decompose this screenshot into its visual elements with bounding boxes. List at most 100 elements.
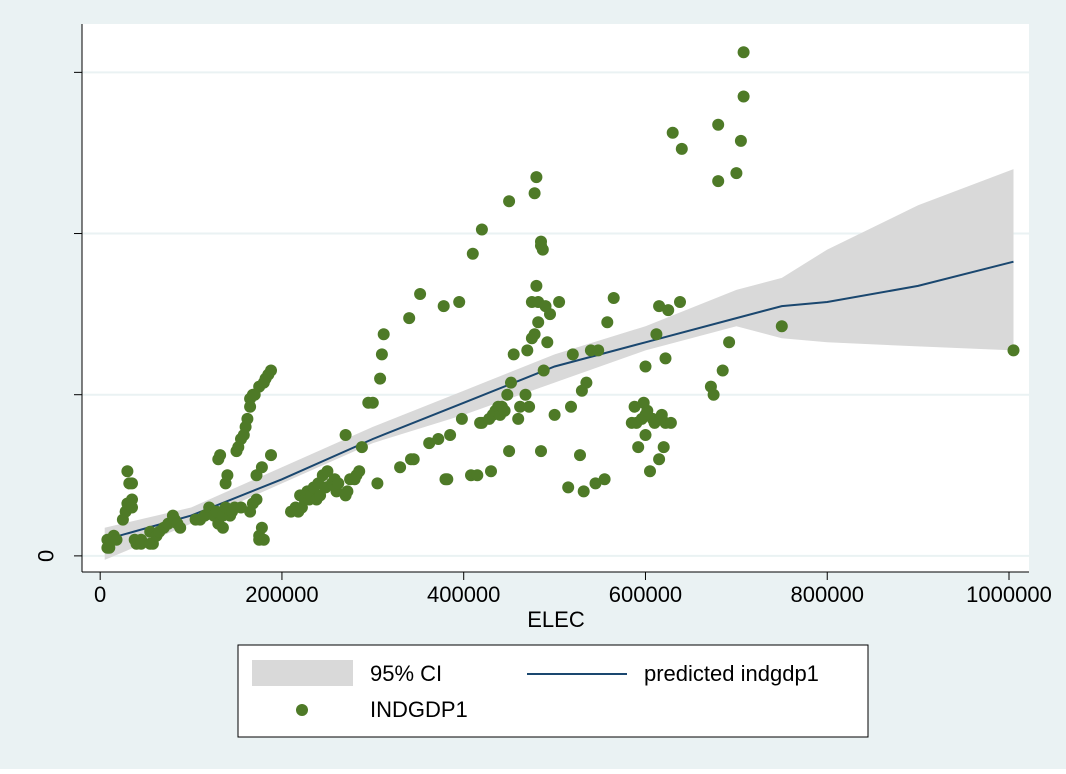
- scatter-point: [353, 465, 366, 478]
- scatter-point: [566, 348, 579, 361]
- axes: [81, 24, 1029, 573]
- scatter-point: [235, 501, 247, 514]
- scatter-point: [537, 364, 550, 377]
- scatter-point: [250, 493, 263, 506]
- scatter-point: [674, 296, 686, 308]
- scatter-point: [444, 429, 457, 441]
- scatter-point: [501, 388, 514, 401]
- y-axis-ticks: 0: [34, 71, 82, 562]
- scatter-point: [775, 320, 788, 333]
- scatter-point: [657, 441, 670, 454]
- scatter-point: [577, 485, 590, 498]
- scatter-point: [580, 376, 593, 389]
- scatter-point: [265, 364, 277, 377]
- scatter-point: [628, 400, 641, 413]
- scatter-point: [574, 449, 586, 462]
- scatter-point: [441, 473, 454, 486]
- scatter-point: [530, 171, 543, 184]
- scatter-point: [121, 465, 134, 478]
- x-tick-label: 600000: [609, 582, 682, 607]
- scatter-point: [565, 400, 577, 413]
- x-axis-label: ELEC: [527, 607, 585, 632]
- scatter-point: [541, 336, 554, 349]
- scatter-point: [562, 481, 575, 494]
- scatter-point: [374, 372, 387, 385]
- scatter-point: [592, 344, 605, 357]
- scatter-point: [221, 469, 234, 482]
- scatter-point: [403, 312, 416, 325]
- scatter-point: [712, 118, 725, 131]
- scatter-point: [255, 461, 268, 474]
- scatter-point: [659, 352, 672, 365]
- scatter-point: [737, 90, 750, 103]
- scatter-point: [505, 376, 517, 389]
- scatter-point: [544, 308, 556, 321]
- scatter-point: [737, 46, 750, 59]
- scatter-point: [366, 396, 379, 409]
- scatter-point: [528, 328, 541, 341]
- scatter-point: [241, 412, 254, 425]
- legend-ci-label: 95% CI: [370, 661, 442, 686]
- scatter-point: [1007, 344, 1020, 357]
- scatter-point: [632, 441, 645, 454]
- scatter-point: [514, 400, 527, 413]
- scatter-point: [214, 449, 227, 462]
- scatter-point: [707, 388, 720, 401]
- scatter-point: [639, 360, 652, 373]
- scatter-point: [371, 477, 384, 490]
- scatter-point: [553, 296, 566, 308]
- scatter-point: [653, 453, 666, 466]
- scatter-point: [355, 441, 368, 454]
- scatter-point: [110, 533, 123, 546]
- scatter-point: [589, 477, 602, 490]
- x-axis-ticks: 0 200000 400000 600000 800000 1000000: [94, 572, 1052, 607]
- scatter-point: [126, 501, 138, 514]
- scatter-point: [598, 473, 611, 486]
- scatter-point: [666, 126, 679, 139]
- scatter-point: [512, 412, 525, 425]
- scatter-point: [503, 445, 516, 458]
- scatter-point: [503, 195, 516, 208]
- scatter-point: [536, 243, 549, 256]
- x-tick-label: 400000: [427, 582, 500, 607]
- legend-line-label: predicted indgdp1: [644, 661, 819, 686]
- scatter-point: [675, 142, 688, 155]
- scatter-point: [437, 300, 450, 313]
- scatter-point: [377, 328, 390, 341]
- scatter-point: [523, 400, 536, 413]
- scatter-point: [255, 521, 268, 534]
- scatter-point: [432, 433, 445, 445]
- x-tick-label: 1000000: [966, 582, 1052, 607]
- scatter-point: [423, 437, 436, 450]
- scatter-point: [471, 469, 484, 482]
- scatter-point: [532, 316, 545, 329]
- scatter-point: [466, 247, 479, 260]
- scatter-point: [414, 288, 427, 300]
- scatter-point: [519, 388, 532, 401]
- scatter-point: [730, 167, 743, 180]
- scatter-point: [601, 316, 614, 329]
- scatter-point: [126, 477, 138, 490]
- scatter-point: [321, 465, 334, 478]
- scatter-point: [716, 364, 729, 377]
- legend-box: [237, 644, 869, 738]
- legend-scatter-label: INDGDP1: [370, 697, 468, 722]
- scatter-point: [528, 187, 541, 200]
- legend-ci-swatch: [252, 660, 353, 686]
- legend: 95% CI predicted indgdp1 INDGDP1: [237, 644, 869, 738]
- scatter-point: [475, 223, 488, 236]
- scatter-point: [174, 521, 187, 534]
- scatter-point: [535, 445, 547, 458]
- scatter-point: [548, 408, 561, 421]
- x-tick-label: 800000: [791, 582, 864, 607]
- scatter-point: [375, 348, 388, 361]
- scatter-point: [498, 404, 511, 417]
- scatter-point: [332, 477, 345, 490]
- scatter-point: [639, 429, 652, 441]
- scatter-point: [507, 348, 520, 361]
- scatter-point: [341, 485, 354, 498]
- scatter-point: [521, 344, 534, 357]
- scatter-point: [339, 429, 352, 441]
